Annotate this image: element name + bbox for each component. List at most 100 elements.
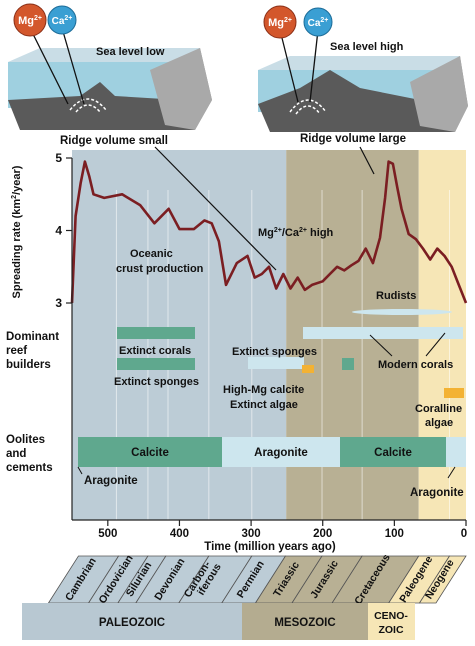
left-ca-ion-icon bbox=[47, 5, 77, 35]
rudists-label: Rudists bbox=[376, 290, 416, 302]
extinct-sponges-label-2: Extinct sponges bbox=[232, 346, 317, 358]
aragonite-band-2 bbox=[446, 437, 466, 467]
left-ca-arrow bbox=[61, 27, 85, 105]
right-panel-continent bbox=[410, 56, 468, 132]
y-axis-label: Spreading rate (km2/year) bbox=[11, 165, 23, 298]
aragonite-right-leader bbox=[447, 466, 456, 479]
reef-builders: Extinct corals Extinct sponges Extinct s… bbox=[114, 290, 464, 429]
right-panel-sky bbox=[258, 56, 460, 70]
y-tick-label: 3 bbox=[55, 296, 62, 310]
left-sea-level-label: Sea level low bbox=[96, 46, 165, 58]
x-tick-label: 200 bbox=[313, 528, 332, 540]
paleozoic-era-box bbox=[22, 603, 242, 640]
y-ticks: 5 4 3 bbox=[55, 151, 72, 310]
svg-text:Ca2+: Ca2+ bbox=[52, 15, 73, 27]
panel-right: Mg2+ Ca2+ Sea level high Ridge volume la… bbox=[258, 5, 468, 145]
coralline-algae-label-2: algae bbox=[425, 417, 453, 429]
coralline-algae-label-1: Coralline bbox=[415, 403, 462, 415]
curve-label-line2: crust production bbox=[116, 263, 204, 275]
x-tick-label: 0 bbox=[461, 528, 467, 540]
y-label-main: Spreading rate (km bbox=[11, 199, 23, 299]
x-tick-label: 300 bbox=[241, 528, 260, 540]
left-panel-ocean bbox=[8, 62, 180, 108]
coralline-algae-mark bbox=[444, 388, 464, 398]
svg-text:Ca2+: Ca2+ bbox=[308, 17, 329, 29]
x-tick-label: 500 bbox=[98, 528, 117, 540]
extinct-algae-label: Extinct algae bbox=[230, 399, 298, 411]
calcite-label-1: Calcite bbox=[131, 447, 169, 459]
cenozoic-era-box bbox=[368, 603, 415, 640]
left-ca-charge: 2+ bbox=[64, 15, 72, 22]
high-mg-calcite-label: High-Mg calcite bbox=[223, 384, 304, 396]
right-panel-ridge bbox=[258, 70, 455, 132]
right-mg-ion-icon bbox=[263, 5, 297, 39]
reef-row-label-3: builders bbox=[6, 359, 51, 371]
ratio-ca-charge: 2+ bbox=[299, 227, 307, 234]
curve-label-line1: Oceanic bbox=[130, 248, 173, 260]
x-tick-label: 100 bbox=[385, 528, 404, 540]
right-convection-arrows bbox=[289, 99, 327, 115]
right-ridge-label: Ridge volume large bbox=[300, 133, 406, 145]
modern-corals-leader-right bbox=[425, 332, 446, 357]
small-ridge-leader bbox=[154, 146, 277, 271]
extinct-corals-bar bbox=[117, 327, 195, 339]
cenozoic-label-1: CENO- bbox=[374, 610, 408, 622]
right-ca-arrow bbox=[309, 29, 319, 103]
modern-corals-bar bbox=[303, 327, 463, 339]
left-mg-charge: 2+ bbox=[34, 15, 42, 22]
y-label-end: /year) bbox=[11, 165, 23, 195]
left-ridge-label: Ridge volume small bbox=[60, 135, 168, 147]
svg-text:Mg2+: Mg2+ bbox=[268, 17, 292, 29]
calcite-label-2: Calcite bbox=[374, 447, 412, 459]
sponge-mark-jurassic bbox=[342, 358, 354, 370]
ratio-mg-charge: 2+ bbox=[274, 227, 282, 234]
right-ca-charge: 2+ bbox=[320, 17, 328, 24]
extinct-corals-label: Extinct corals bbox=[119, 345, 191, 357]
modern-corals-leader-left bbox=[369, 334, 393, 357]
paleozoic-label: PALEOZOIC bbox=[99, 617, 165, 629]
panel-left: Mg2+ Ca2+ Sea level low Ridge volume sma… bbox=[8, 3, 212, 147]
oolite-row-label-3: cements bbox=[6, 462, 53, 474]
period-cell bbox=[418, 555, 467, 604]
left-ca-symbol: Ca bbox=[52, 16, 65, 27]
high-mg-calcite-mark bbox=[302, 365, 314, 373]
cement-bands: Calcite Aragonite Calcite Aragonite Arag… bbox=[77, 437, 466, 499]
extinct-sponges-bar-2 bbox=[248, 357, 304, 369]
reef-row-label-2: reef bbox=[6, 345, 27, 357]
right-mg-symbol: Mg bbox=[268, 17, 284, 29]
y-tick-label: 4 bbox=[55, 224, 62, 238]
ratio-high: high bbox=[307, 227, 334, 239]
x-tick-label: 400 bbox=[170, 528, 189, 540]
rudists-mark bbox=[352, 309, 452, 315]
calcite-band-2 bbox=[340, 437, 446, 467]
left-mg-symbol: Mg bbox=[18, 15, 34, 27]
right-ca-symbol: Ca bbox=[308, 18, 321, 29]
oolite-row-label-1: Oolites bbox=[6, 434, 45, 446]
left-convection-arrows bbox=[69, 98, 107, 113]
extinct-sponges-bar bbox=[117, 358, 195, 370]
left-mg-ion-icon bbox=[13, 3, 47, 37]
mg-ca-ratio-label: Mg2+/Ca2+ high bbox=[258, 227, 334, 239]
right-ca-ion-icon bbox=[303, 7, 333, 37]
large-ridge-leader bbox=[359, 146, 375, 175]
cenozoic-label-2: ZOIC bbox=[378, 624, 403, 636]
oolite-row-label-2: and bbox=[6, 448, 26, 460]
right-mg-charge: 2+ bbox=[284, 17, 292, 24]
calcite-band-1 bbox=[78, 437, 222, 467]
aragonite-label-1: Aragonite bbox=[254, 447, 308, 459]
mesozoic-era-box bbox=[242, 603, 368, 640]
x-ticks: 500 400 300 200 100 0 bbox=[98, 520, 467, 540]
x-axis-label: Time (million years ago) bbox=[204, 541, 336, 553]
extinct-sponges-label-1: Extinct sponges bbox=[114, 376, 199, 388]
y-label-sup: 2 bbox=[11, 195, 18, 199]
left-panel-continent bbox=[150, 48, 212, 130]
left-panel-sky bbox=[8, 48, 200, 62]
period-labels: CambrianOrdovicianSilurianDevonianCarbon… bbox=[47, 552, 467, 607]
reef-row-label-1: Dominant bbox=[6, 331, 59, 343]
ratio-mg: Mg bbox=[258, 227, 274, 239]
aragonite-label-right: Aragonite bbox=[410, 487, 464, 499]
y-tick-label: 5 bbox=[55, 151, 62, 165]
aragonite-label-left: Aragonite bbox=[84, 475, 138, 487]
